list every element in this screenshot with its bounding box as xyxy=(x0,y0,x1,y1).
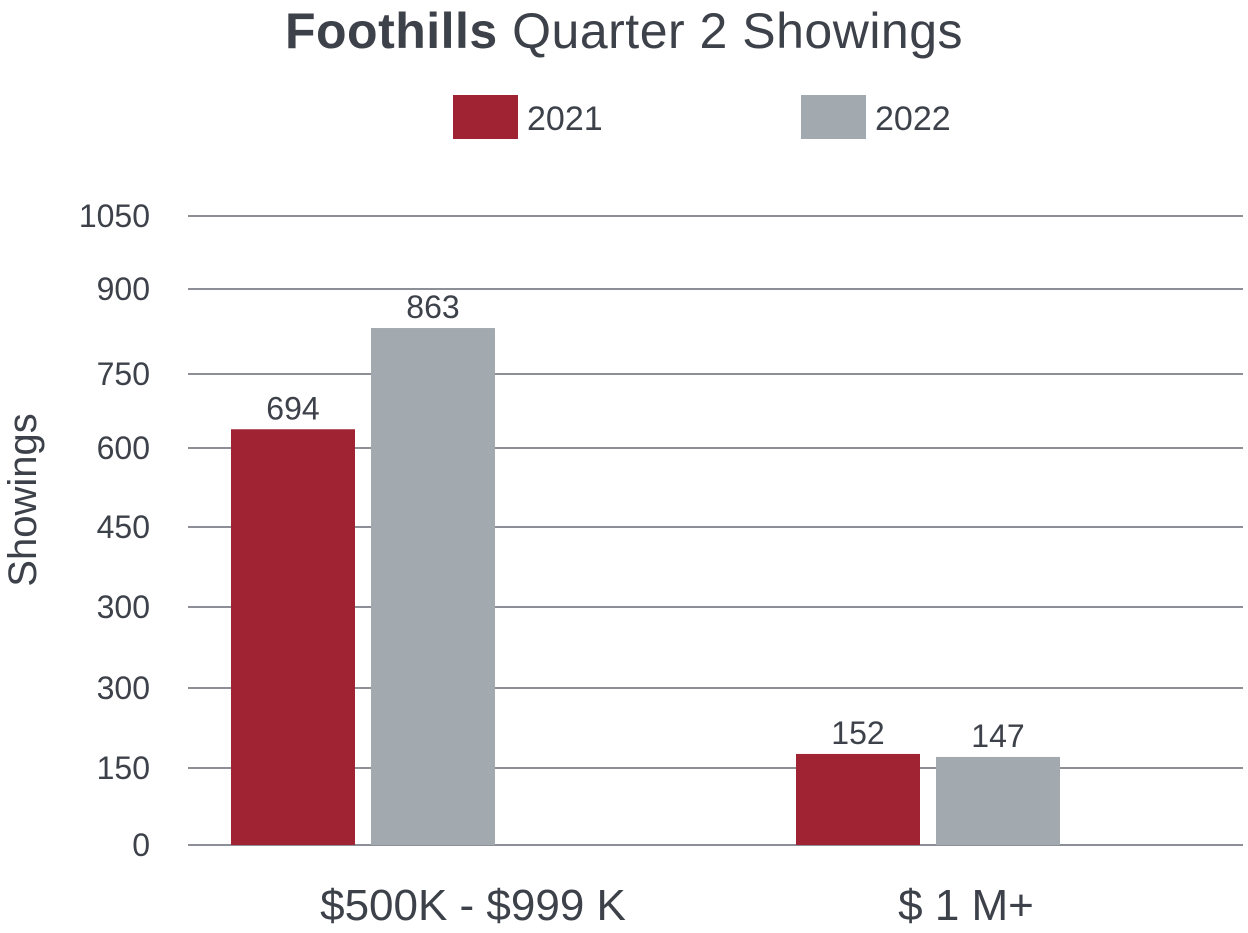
grid-lines xyxy=(188,215,1243,846)
data-label: 863 xyxy=(406,289,459,325)
y-axis-ticks: 0 150 300 300 450 600 750 900 1050 xyxy=(79,198,150,863)
legend-label-2021: 2021 xyxy=(527,100,603,138)
y-tick-label: 750 xyxy=(97,356,150,392)
y-tick-label: 150 xyxy=(97,750,150,786)
data-labels: 694 863 152 147 xyxy=(266,289,1024,754)
chart-title-rest: Quarter 2 Showings xyxy=(497,3,964,59)
legend-swatch-2021 xyxy=(453,95,518,139)
x-category-label: $500K - $999 K xyxy=(320,881,626,930)
x-axis-categories: $500K - $999 K $ 1 M+ xyxy=(320,881,1034,930)
chart-title: Foothills Quarter 2 Showings xyxy=(0,2,1248,60)
bar-2021 xyxy=(796,753,920,845)
y-tick-label: 1050 xyxy=(79,198,150,234)
y-tick-label: 0 xyxy=(132,827,150,863)
bar-2021 xyxy=(231,429,355,845)
bar-2022 xyxy=(371,328,495,845)
legend: 2021 2022 xyxy=(453,95,951,139)
legend-swatch-2022 xyxy=(801,95,866,139)
data-label: 694 xyxy=(266,390,319,426)
chart-title-bold: Foothills xyxy=(284,3,498,59)
y-tick-label: 300 xyxy=(97,589,150,625)
bar-2022 xyxy=(936,756,1060,845)
y-tick-label: 450 xyxy=(97,509,150,545)
y-axis-label: Showings xyxy=(1,413,45,586)
bars xyxy=(231,328,1060,845)
legend-label-2022: 2022 xyxy=(875,100,951,138)
x-category-label: $ 1 M+ xyxy=(898,881,1034,930)
y-tick-label: 600 xyxy=(97,430,150,466)
y-tick-label: 900 xyxy=(97,271,150,307)
data-label: 152 xyxy=(831,715,884,751)
data-label: 147 xyxy=(971,718,1024,754)
y-tick-label: 300 xyxy=(97,670,150,706)
